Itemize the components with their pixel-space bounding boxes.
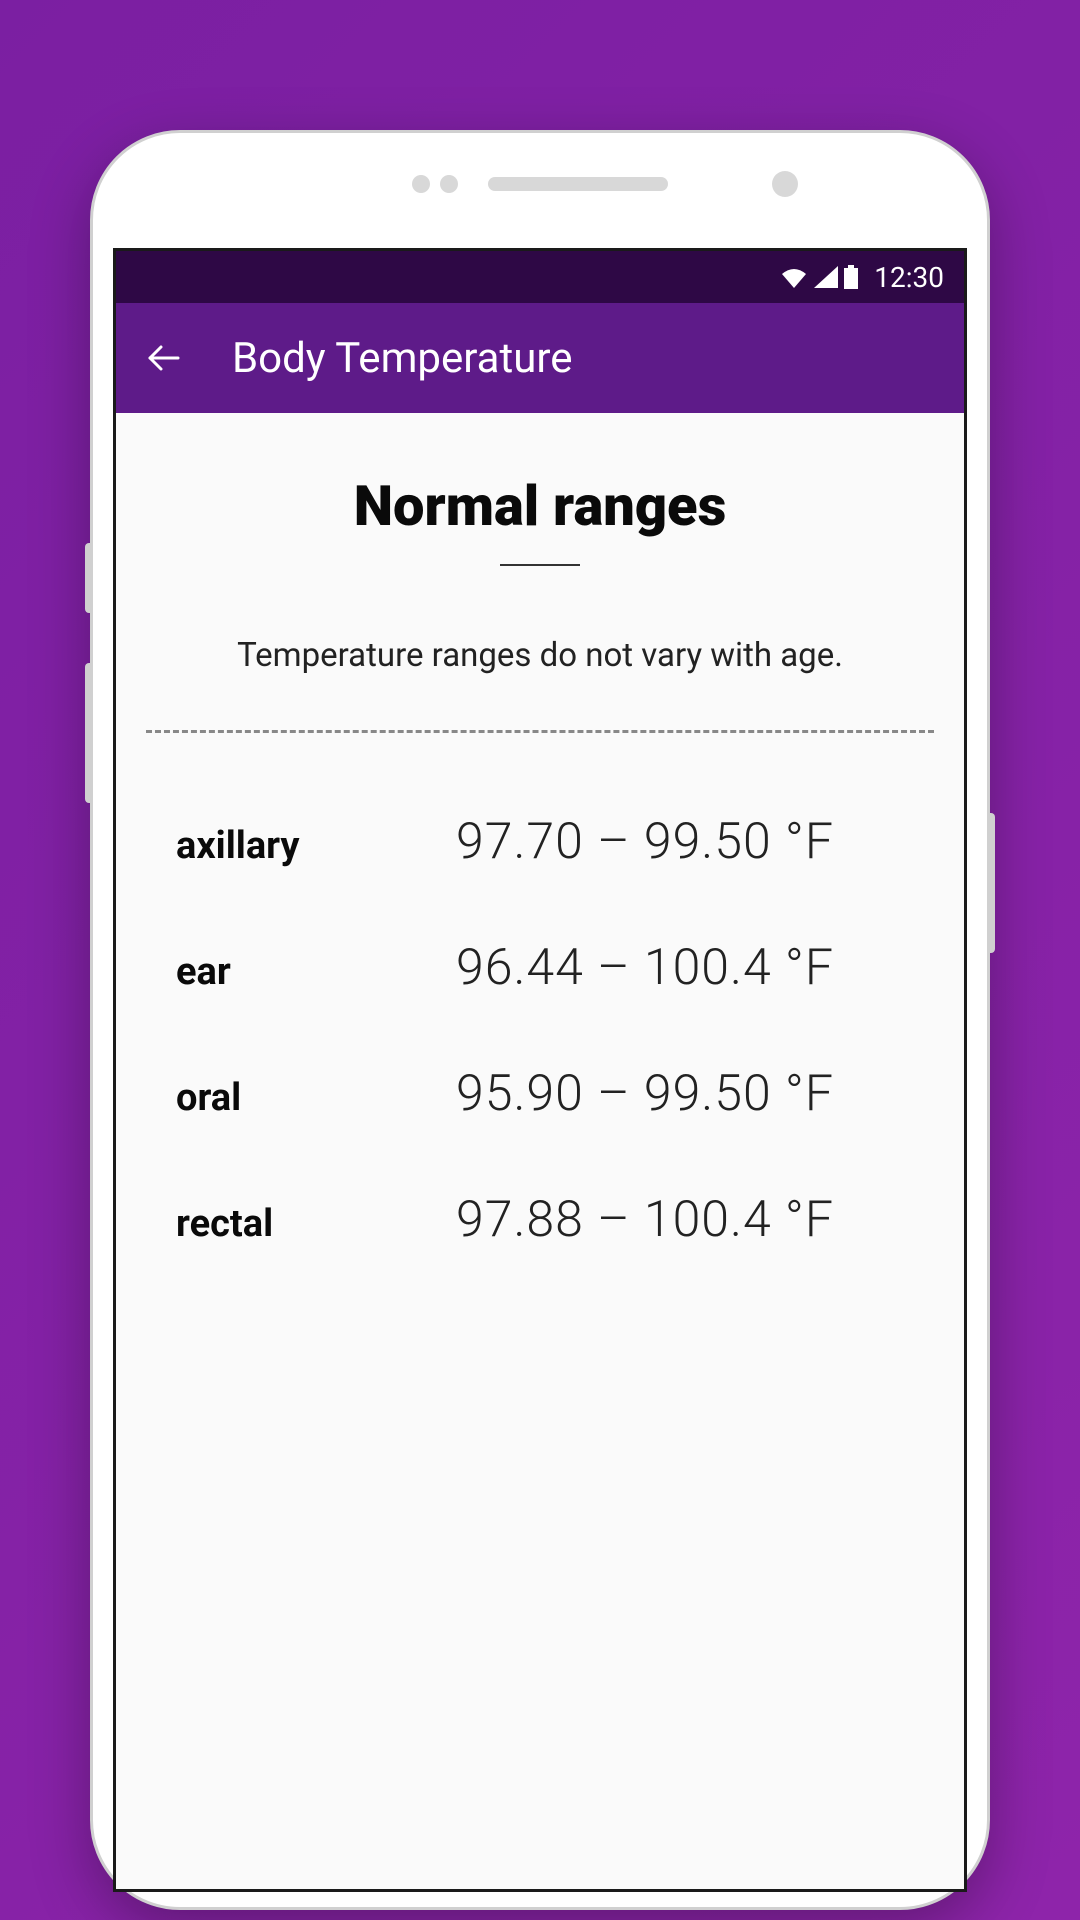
title-underline bbox=[500, 564, 580, 566]
section-title: Normal ranges bbox=[146, 473, 934, 539]
status-icons bbox=[780, 265, 858, 289]
volume-up-button bbox=[85, 543, 93, 613]
phone-notch bbox=[412, 175, 668, 193]
table-row: rectal 97.88 – 100.4 °F bbox=[176, 1191, 904, 1249]
range-value: 97.70 – 99.50 °F bbox=[456, 813, 904, 871]
phone-speaker bbox=[488, 177, 668, 191]
range-value: 96.44 – 100.4 °F bbox=[456, 939, 904, 997]
signal-icon bbox=[814, 266, 838, 288]
phone-device-frame: 12:30 Body Temperature Normal ranges Tem… bbox=[90, 130, 990, 1910]
phone-screen: 12:30 Body Temperature Normal ranges Tem… bbox=[113, 248, 967, 1892]
phone-camera bbox=[772, 171, 798, 197]
wifi-icon bbox=[780, 266, 808, 288]
table-row: axillary 97.70 – 99.50 °F bbox=[176, 813, 904, 871]
volume-down-button bbox=[85, 663, 93, 803]
range-label: rectal bbox=[176, 1202, 456, 1246]
content-area: Normal ranges Temperature ranges do not … bbox=[116, 413, 964, 1889]
subtitle-text: Temperature ranges do not vary with age. bbox=[146, 636, 934, 675]
arrow-left-icon bbox=[146, 340, 182, 376]
app-title: Body Temperature bbox=[232, 334, 573, 383]
range-label: axillary bbox=[176, 824, 456, 868]
power-button bbox=[987, 813, 995, 953]
status-time: 12:30 bbox=[874, 261, 944, 294]
table-row: oral 95.90 – 99.50 °F bbox=[176, 1065, 904, 1123]
range-label: oral bbox=[176, 1076, 456, 1120]
dashed-divider bbox=[146, 730, 934, 733]
status-bar: 12:30 bbox=[116, 251, 964, 303]
range-label: ear bbox=[176, 950, 456, 994]
table-row: ear 96.44 – 100.4 °F bbox=[176, 939, 904, 997]
battery-icon bbox=[844, 265, 858, 289]
phone-sensor-dots bbox=[412, 175, 458, 193]
back-button[interactable] bbox=[146, 340, 182, 376]
ranges-table: axillary 97.70 – 99.50 °F ear 96.44 – 10… bbox=[146, 813, 934, 1249]
app-bar: Body Temperature bbox=[116, 303, 964, 413]
range-value: 95.90 – 99.50 °F bbox=[456, 1065, 904, 1123]
range-value: 97.88 – 100.4 °F bbox=[456, 1191, 904, 1249]
